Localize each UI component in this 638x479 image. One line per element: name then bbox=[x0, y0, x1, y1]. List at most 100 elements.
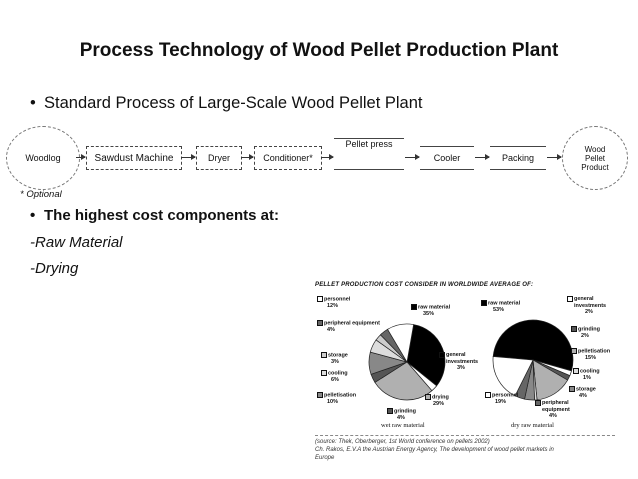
label-pct: 3% bbox=[331, 358, 339, 365]
legend-swatch bbox=[317, 296, 323, 302]
cost-item-raw-material: -Raw Material bbox=[30, 234, 123, 251]
label-pct: 29% bbox=[433, 400, 445, 407]
label-text: storage bbox=[328, 352, 348, 359]
bullet-highest-cost: • The highest cost components at: bbox=[30, 207, 279, 224]
legend-swatch bbox=[573, 368, 579, 374]
label-pct: 19% bbox=[495, 398, 507, 405]
flow-node-wood-pellet-product: Wood Pellet Product bbox=[562, 126, 628, 190]
legend-swatch bbox=[411, 304, 417, 310]
label-pct: 4% bbox=[397, 414, 405, 421]
flow-arrow bbox=[321, 154, 334, 160]
label-pct: 10% bbox=[327, 398, 339, 405]
legend-swatch bbox=[321, 352, 327, 358]
label-text: pelletisation bbox=[324, 392, 357, 399]
flow-node-woodlog: Woodlog bbox=[6, 126, 80, 190]
label-pct: 4% bbox=[549, 413, 557, 419]
cost-pie-figure: PELLET PRODUCTION COST CONSIDER IN WORLD… bbox=[303, 282, 628, 472]
dry-slice-personnel bbox=[492, 356, 534, 397]
label-text: cooling bbox=[328, 370, 348, 377]
legend-swatch bbox=[569, 386, 575, 392]
cost-item-drying: -Drying bbox=[30, 260, 79, 277]
label-text: personnel bbox=[324, 296, 351, 303]
flow-node-label: Cooler bbox=[433, 153, 461, 163]
pie-charts bbox=[368, 319, 574, 401]
flow-arrow bbox=[241, 154, 254, 160]
label-pct: 3% bbox=[457, 365, 465, 371]
wet-slice-raw-material bbox=[406, 324, 446, 387]
figure-divider bbox=[315, 435, 615, 436]
label-text: cooling bbox=[580, 368, 600, 375]
label-text: storage bbox=[576, 386, 596, 393]
figure-title: PELLET PRODUCTION COST CONSIDER IN WORLD… bbox=[315, 282, 534, 288]
pie-dry-raw-material bbox=[492, 319, 574, 401]
flow-node-label: Conditioner* bbox=[263, 153, 313, 163]
label-pct: 35% bbox=[423, 310, 435, 317]
bullet-text: The highest cost components at: bbox=[44, 207, 280, 224]
flow-node-label: Packing bbox=[501, 153, 535, 163]
dry-label-raw-material: raw material 53% bbox=[481, 300, 520, 313]
label-pct: 2% bbox=[585, 309, 593, 315]
flow-arrow bbox=[475, 154, 490, 160]
label-text: general investments bbox=[446, 352, 479, 365]
legend-swatch bbox=[387, 408, 393, 414]
flow-arrow bbox=[76, 154, 86, 160]
legend-swatch bbox=[439, 352, 445, 358]
dry-label-grinding: grinding 2% bbox=[571, 326, 600, 339]
wet-label-general-investments: general investments 3% bbox=[439, 352, 484, 372]
legend-swatch bbox=[317, 320, 323, 326]
label-pct: 6% bbox=[331, 376, 339, 383]
label-pct: 1% bbox=[583, 374, 591, 381]
label-text: raw material bbox=[488, 300, 521, 307]
label-pct: 15% bbox=[585, 354, 597, 361]
flow-node-cooler: Cooler bbox=[420, 146, 474, 170]
label-text: grinding bbox=[394, 408, 416, 415]
dry-label-general-investments: general investments 2% bbox=[567, 296, 612, 316]
label-text: personnel bbox=[492, 392, 519, 399]
wet-label-grinding: grinding 4% bbox=[387, 408, 416, 421]
label-pct: 4% bbox=[579, 392, 587, 399]
label-text: raw material bbox=[418, 304, 451, 311]
bullet-standard-process: • Standard Process of Large-Scale Wood Pe… bbox=[30, 94, 423, 113]
legend-swatch bbox=[481, 300, 487, 306]
label-pct: 4% bbox=[327, 326, 335, 333]
flow-node-label: Sawdust Machine bbox=[94, 152, 174, 164]
dry-label-personnel: personnel 19% bbox=[485, 392, 518, 405]
flow-node-label: Woodlog bbox=[25, 153, 61, 163]
source-line-3: Europe bbox=[315, 455, 335, 461]
dry-label-peripheral-equipment: peripheral equipment 4% bbox=[535, 400, 576, 420]
label-pct: 53% bbox=[493, 306, 505, 313]
legend-swatch bbox=[425, 394, 431, 400]
optional-note: * Optional bbox=[20, 189, 62, 200]
wet-label-pelletisation: pelletisation 10% bbox=[317, 392, 356, 405]
dry-label-storage: storage 4% bbox=[569, 386, 596, 399]
wet-label-peripheral-equipment: peripheral equipment 4% bbox=[317, 320, 380, 333]
legend-swatch bbox=[571, 326, 577, 332]
label-text: pelletisation bbox=[578, 348, 611, 355]
dry-label-cooling: cooling 1% bbox=[573, 368, 600, 381]
flow-node-sawdust-machine: Sawdust Machine bbox=[86, 146, 182, 170]
source-line-2: Ch. Rakos, E.V.A the Austrian Energy Age… bbox=[315, 447, 554, 453]
label-pct: 12% bbox=[327, 302, 339, 309]
flow-node-dryer: Dryer bbox=[196, 146, 242, 170]
wet-slice-drying bbox=[374, 361, 433, 401]
label-text: peripheral equipment bbox=[324, 320, 380, 327]
label-text: peripheral equipment bbox=[542, 400, 570, 413]
wet-label-storage: storage 3% bbox=[321, 352, 348, 365]
legend-swatch bbox=[317, 392, 323, 398]
legend-swatch bbox=[567, 296, 573, 302]
wet-slice-personnel bbox=[387, 323, 415, 363]
legend-swatch bbox=[571, 348, 577, 354]
flow-arrow bbox=[405, 154, 420, 160]
legend-swatch bbox=[485, 392, 491, 398]
wet-label-raw-material: raw material 35% bbox=[411, 304, 450, 317]
bullet-text: Standard Process of Large-Scale Wood Pel… bbox=[44, 94, 423, 112]
wet-label-cooling: cooling 6% bbox=[321, 370, 348, 383]
flow-node-label: Wood Pellet Product bbox=[581, 144, 609, 172]
process-flow-diagram: Woodlog Sawdust Machine Dryer Conditione… bbox=[0, 118, 638, 194]
flow-node-pellet-press: Pellet press bbox=[334, 138, 404, 170]
bullet-dot: • bbox=[30, 207, 36, 224]
wet-label-personnel: personnel 12% bbox=[317, 296, 350, 309]
source-line-1: (source: Thek, Oberberger, 1st World con… bbox=[315, 439, 490, 445]
label-text: grinding bbox=[578, 326, 600, 333]
dry-label-pelletisation: pelletisation 15% bbox=[571, 348, 610, 361]
